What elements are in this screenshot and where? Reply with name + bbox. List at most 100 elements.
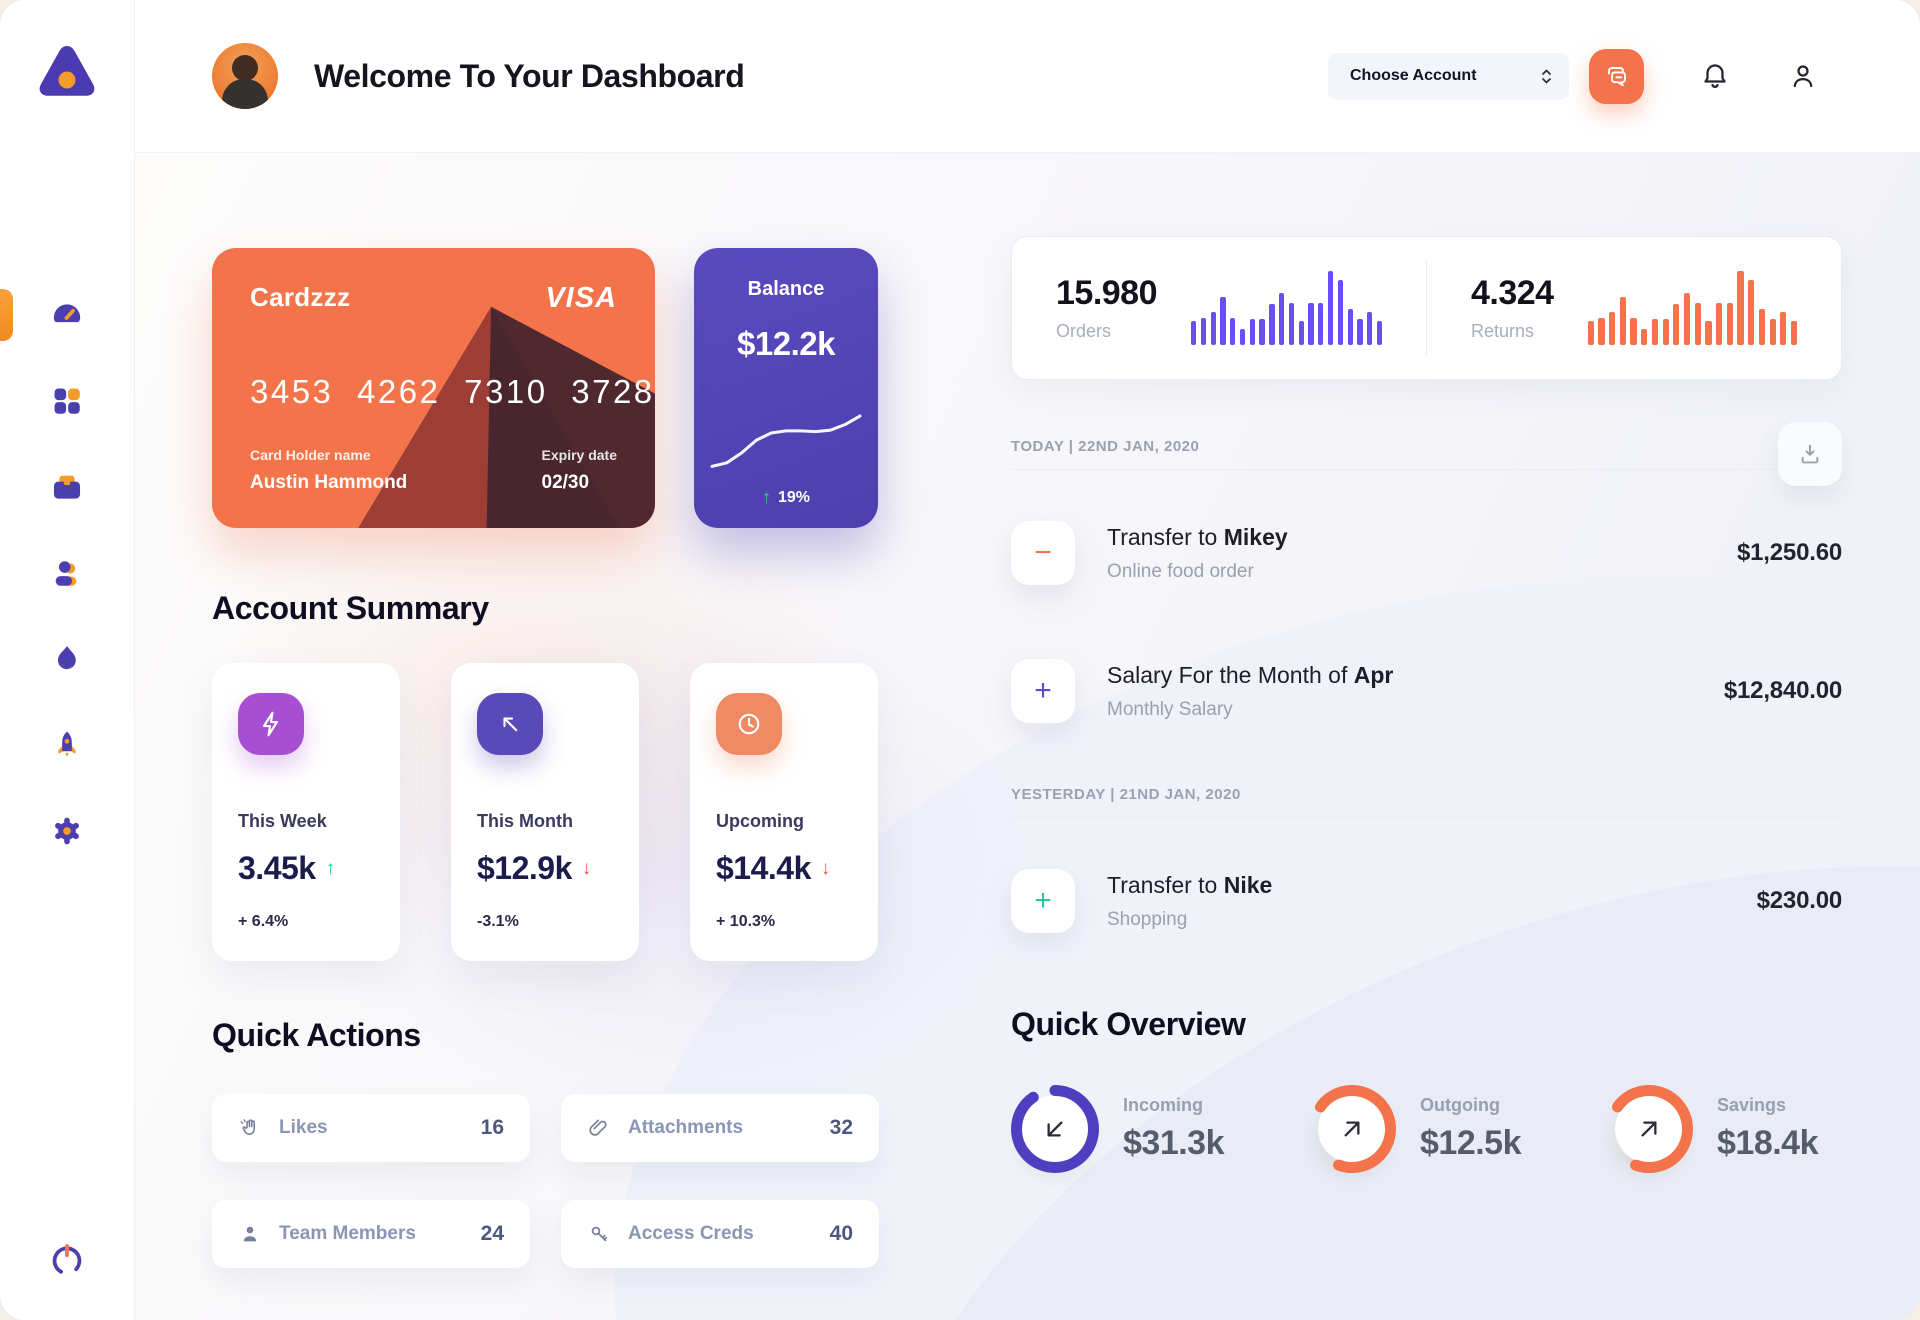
balance-trend-chart [710,414,862,468]
transaction-row-nike[interactable]: + Transfer to Nike Shopping $230.00 [1011,846,1842,956]
chat-button[interactable] [1589,48,1644,104]
orders-stat: 15.980 Orders [1012,237,1426,379]
overview-incoming: Incoming $31.3k [1011,1085,1225,1173]
user-icon [55,561,77,586]
choose-account-label: Choose Account [1350,67,1477,84]
notifications-button[interactable] [1698,59,1732,93]
team-members-count: 24 [480,1222,504,1245]
chat-bubbles-icon [1607,67,1626,87]
lightning-icon [238,693,304,755]
transaction-title: Salary For the Month of Apr [1107,661,1394,688]
person-icon [243,1226,257,1242]
transaction-plus-icon: + [1011,659,1075,723]
card-number: 3453 4262 7310 3728 [250,373,655,410]
header: Welcome To Your Dashboard Choose Account [135,0,1920,153]
this-month-value: $12.9k [477,850,572,886]
balance-card: Balance $12.2k ↑ 19% [694,248,878,528]
outgoing-value: $12.5k [1420,1124,1522,1162]
incoming-value: $31.3k [1123,1124,1225,1162]
logout-button[interactable] [32,1224,102,1294]
transaction-plus-icon: + [1011,869,1075,933]
quick-overview-row: Incoming $31.3k Outg [1011,1085,1842,1173]
header-controls: Choose Account [1328,48,1820,104]
triangle-logo-icon [39,46,95,96]
upcoming-change: + 10.3% [716,913,776,930]
quick-overview-title: Quick Overview [1011,1006,1246,1042]
briefcase-icon [53,475,81,499]
sidebar-item-settings[interactable] [0,796,134,866]
sidebar-item-work[interactable] [0,452,134,522]
clap-hand-icon [240,1119,255,1135]
choose-account-select[interactable]: Choose Account [1328,52,1569,100]
quick-action-access-creds[interactable]: Access Creds 40 [561,1200,879,1268]
power-icon [52,1244,82,1276]
transaction-row-salary[interactable]: + Salary For the Month of Apr Monthly Sa… [1011,636,1842,746]
transaction-subtitle: Monthly Salary [1107,698,1233,720]
download-button[interactable] [1778,422,1842,486]
account-summary-title: Account Summary [212,590,489,626]
access-creds-count: 40 [829,1222,853,1245]
balance-change: ↑ 19% [761,487,811,507]
transaction-title: Transfer to Mikey [1107,523,1288,550]
speedometer-icon [53,304,81,323]
sidebar-nav [0,280,134,882]
quick-action-team-members[interactable]: Team Members 24 [212,1200,530,1268]
up-arrow-icon: ↑ [761,487,771,507]
transaction-amount: $12,840.00 [1723,677,1842,704]
overview-outgoing: Outgoing $12.5k [1308,1085,1522,1173]
trend-arrow-icon: ↓ [820,857,831,879]
avatar[interactable] [212,43,278,109]
transaction-amount: $230.00 [1756,887,1843,914]
arrow-down-left-icon [1011,1085,1099,1173]
transaction-title: Transfer to Nike [1107,871,1273,898]
left-column: Cardzzz VISA 3453 4262 7310 3728 Card Ho… [212,153,879,1320]
transaction-amount: $1,250.60 [1737,539,1842,566]
profile-button[interactable] [1786,59,1820,93]
quick-action-attachments[interactable]: Attachments 32 [561,1094,879,1162]
card-holder-name: Austin Hammond [250,472,408,493]
right-column: 15.980 Orders 4.324 Returns [1011,153,1842,1320]
download-icon [1801,444,1819,464]
returns-bar-chart [1587,271,1798,345]
summary-cards: This Week 3.45k ↑ + 6.4% This Month [212,663,878,961]
returns-stat: 4.324 Returns [1427,237,1841,379]
arrow-up-right-icon [1308,1085,1396,1173]
quick-action-likes[interactable]: Likes 16 [212,1094,530,1162]
paperclip-icon [589,1119,607,1136]
stats-card: 15.980 Orders 4.324 Returns [1011,236,1842,380]
page-title: Welcome To Your Dashboard [314,57,745,94]
expiry-label: Expiry date [541,447,617,463]
sidebar-item-dashboard[interactable] [0,280,134,350]
card-holder-label: Card Holder name [250,447,371,463]
savings-value: $18.4k [1717,1124,1819,1162]
visa-logo: VISA [545,282,617,314]
summary-card-this-week: This Week 3.45k ↑ + 6.4% [212,663,400,961]
divider [1011,817,1842,818]
credit-card: Cardzzz VISA 3453 4262 7310 3728 Card Ho… [212,248,655,528]
expiry-date: 02/30 [541,472,590,493]
content: Cardzzz VISA 3453 4262 7310 3728 Card Ho… [135,153,1920,1320]
main-area: Welcome To Your Dashboard Choose Account [135,0,1920,1320]
cards-row: Cardzzz VISA 3453 4262 7310 3728 Card Ho… [212,248,878,528]
transaction-subtitle: Online food order [1107,560,1254,582]
today-header-row: TODAY | 22ND JAN, 2020 [1011,422,1842,486]
card-name: Cardzzz [250,282,351,312]
divider [1011,469,1842,470]
attachments-count: 32 [829,1116,853,1139]
sidebar-item-apps[interactable] [0,366,134,436]
today-date-label: TODAY | 22ND JAN, 2020 [1011,438,1200,455]
sidebar-item-launch[interactable] [0,710,134,780]
transaction-subtitle: Shopping [1107,908,1188,930]
key-icon [591,1226,608,1242]
transaction-minus-icon: − [1011,521,1075,585]
savings-donut-gauge [1605,1085,1693,1173]
sidebar-item-team[interactable] [0,538,134,608]
trend-arrow-icon: ↑ [325,857,336,879]
orders-label: Orders [1056,321,1112,341]
sidebar-item-trending[interactable] [0,624,134,694]
summary-card-upcoming: Upcoming $14.4k ↓ + 10.3% [690,663,878,961]
transaction-row-mikey[interactable]: − Transfer to Mikey Online food order $1… [1011,498,1842,608]
this-week-change: + 6.4% [238,913,289,930]
returns-label: Returns [1471,321,1535,341]
returns-value: 4.324 [1471,274,1554,312]
